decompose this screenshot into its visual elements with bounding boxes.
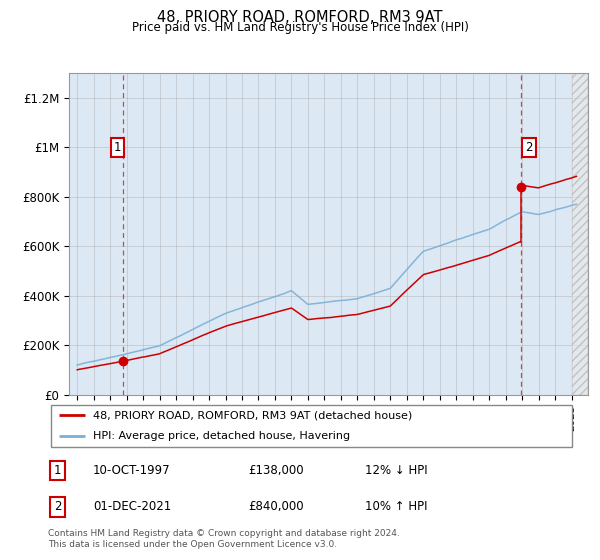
Text: HPI: Average price, detached house, Havering: HPI: Average price, detached house, Have… (93, 431, 350, 441)
Text: Price paid vs. HM Land Registry's House Price Index (HPI): Price paid vs. HM Land Registry's House … (131, 21, 469, 34)
Text: 2: 2 (525, 141, 533, 153)
Text: £138,000: £138,000 (248, 464, 304, 477)
Text: 12% ↓ HPI: 12% ↓ HPI (365, 464, 427, 477)
FancyBboxPatch shape (50, 404, 572, 447)
Text: 1: 1 (113, 141, 121, 153)
Text: 10-OCT-1997: 10-OCT-1997 (93, 464, 170, 477)
Text: 2: 2 (54, 500, 61, 514)
Text: 1: 1 (54, 464, 61, 477)
Bar (572, 73, 588, 395)
Text: 01-DEC-2021: 01-DEC-2021 (93, 500, 171, 514)
Text: £840,000: £840,000 (248, 500, 304, 514)
Text: 48, PRIORY ROAD, ROMFORD, RM3 9AT: 48, PRIORY ROAD, ROMFORD, RM3 9AT (157, 10, 443, 25)
Text: 48, PRIORY ROAD, ROMFORD, RM3 9AT (detached house): 48, PRIORY ROAD, ROMFORD, RM3 9AT (detac… (93, 410, 412, 421)
Text: 10% ↑ HPI: 10% ↑ HPI (365, 500, 427, 514)
Text: Contains HM Land Registry data © Crown copyright and database right 2024.
This d: Contains HM Land Registry data © Crown c… (48, 529, 400, 549)
